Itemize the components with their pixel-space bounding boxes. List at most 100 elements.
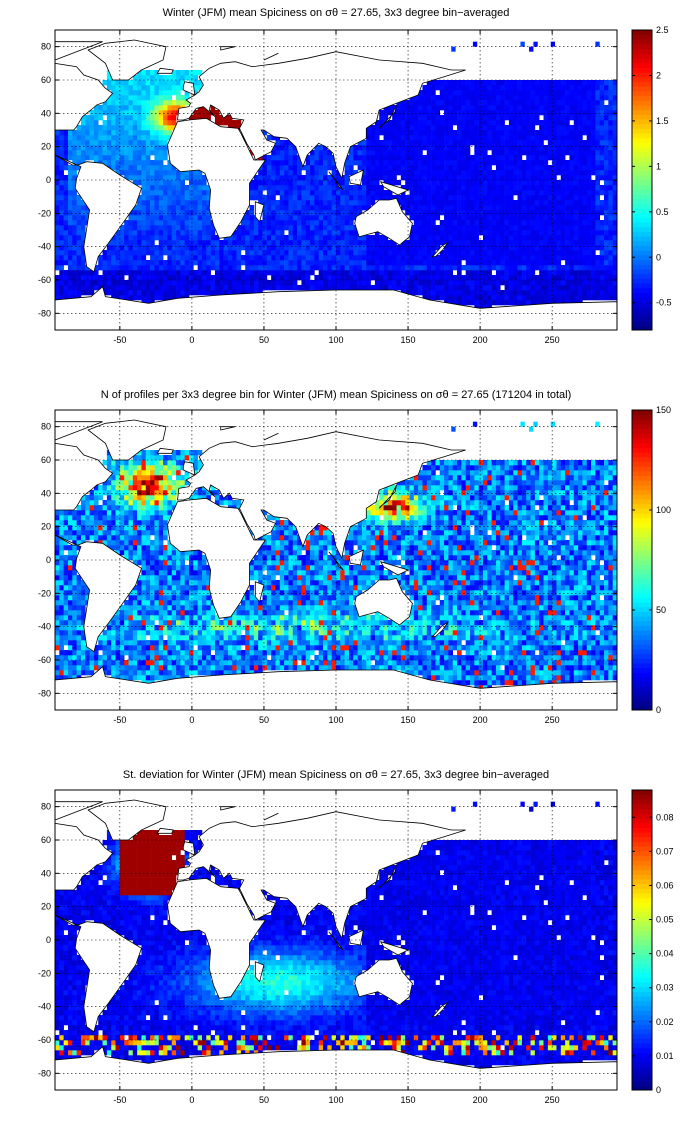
bin-cell	[517, 125, 523, 131]
bin-cell	[154, 170, 160, 176]
bin-cell	[478, 170, 484, 176]
bin-cell	[171, 275, 177, 281]
bin-cell	[530, 170, 536, 176]
bin-cell	[219, 285, 224, 291]
bin-cell	[539, 150, 544, 156]
bin-cell	[379, 160, 384, 166]
bin-cell	[201, 290, 207, 296]
bin-cell	[383, 115, 389, 121]
bin-cell	[141, 80, 147, 86]
bin-cell	[547, 105, 553, 111]
bin-cell	[89, 120, 95, 126]
bin-cell	[72, 225, 77, 231]
bin-cell	[163, 245, 168, 251]
bin-cell	[418, 115, 423, 121]
bin-cell	[521, 275, 527, 281]
bin-cell	[340, 285, 345, 291]
bin-cell	[249, 285, 255, 291]
bin-cell	[444, 215, 449, 221]
bin-cell	[67, 175, 73, 181]
bin-cell	[500, 190, 505, 196]
bin-cell	[448, 195, 454, 201]
bin-cell	[400, 165, 406, 171]
bin-cell	[478, 145, 484, 151]
bin-cell	[457, 130, 462, 136]
bin-cell	[184, 170, 190, 176]
bin-cell	[76, 135, 82, 141]
bin-cell	[526, 190, 531, 196]
bin-cell	[500, 115, 505, 121]
bin-cell	[236, 265, 242, 271]
bin-cell	[331, 255, 337, 261]
bin-cell	[301, 270, 307, 276]
bin-cell	[409, 285, 415, 291]
bin-cell	[72, 245, 77, 251]
bin-cell	[89, 290, 95, 296]
bin-cell	[357, 155, 363, 161]
bin-cell	[604, 295, 609, 301]
bin-cell	[163, 120, 168, 126]
bin-cell	[227, 265, 233, 271]
bin-cell	[171, 295, 177, 301]
bin-cell	[197, 205, 203, 211]
bin-cell	[184, 250, 190, 256]
bin-cell	[227, 255, 233, 261]
bin-cell	[534, 165, 540, 171]
bin-cell	[482, 265, 488, 271]
heatmap-panel-1: Winter (JFM) mean Spiciness on σθ = 27.6…	[38, 7, 672, 345]
bin-cell	[444, 145, 449, 151]
bin-cell	[547, 660, 553, 666]
bin-cell	[595, 115, 600, 121]
bin-cell	[413, 660, 419, 666]
bin-cell	[495, 140, 501, 146]
bin-cell	[353, 260, 358, 266]
bin-cell	[470, 215, 475, 221]
bin-cell	[206, 250, 211, 256]
bin-cell	[431, 145, 436, 151]
bin-cell	[517, 190, 523, 196]
bin-cell	[612, 240, 618, 246]
bin-cell	[418, 95, 423, 101]
bin-cell	[284, 250, 289, 256]
bin-cell	[128, 235, 134, 241]
bin-cell	[55, 165, 60, 171]
bin-cell	[193, 220, 198, 226]
bin-cell	[491, 665, 497, 671]
bin-cell	[508, 185, 514, 191]
bin-cell	[487, 145, 492, 151]
bin-cell	[344, 220, 350, 226]
bin-cell	[608, 130, 613, 136]
bin-cell	[150, 205, 155, 211]
bin-cell	[361, 275, 367, 281]
bin-cell	[102, 100, 108, 106]
bin-cell	[184, 280, 190, 286]
bin-cell	[210, 260, 216, 266]
bin-cell	[487, 190, 492, 196]
bin-cell	[582, 675, 588, 681]
bin-cell	[80, 260, 86, 266]
bin-cell	[552, 195, 557, 201]
bin-cell	[448, 140, 454, 146]
bin-cell	[426, 295, 432, 301]
bin-cell	[85, 115, 90, 121]
bin-cell	[327, 285, 332, 291]
bin-cell	[530, 155, 536, 161]
bin-cell	[573, 115, 579, 121]
bin-cell	[137, 665, 142, 671]
bin-cell	[193, 275, 198, 281]
bin-cell	[534, 105, 540, 111]
bin-cell	[578, 125, 583, 131]
bin-cell	[586, 150, 592, 156]
bin-cell	[578, 165, 583, 171]
bin-cell	[115, 80, 121, 86]
bin-cell	[271, 255, 276, 261]
bin-cell	[452, 225, 458, 231]
bin-cell	[236, 120, 242, 126]
bin-cell	[124, 150, 129, 156]
bin-cell	[556, 300, 562, 306]
bin-cell	[405, 120, 410, 126]
bin-cell	[591, 165, 596, 171]
bin-cell	[331, 210, 337, 216]
bin-cell	[150, 165, 155, 171]
bin-cell	[487, 175, 492, 181]
